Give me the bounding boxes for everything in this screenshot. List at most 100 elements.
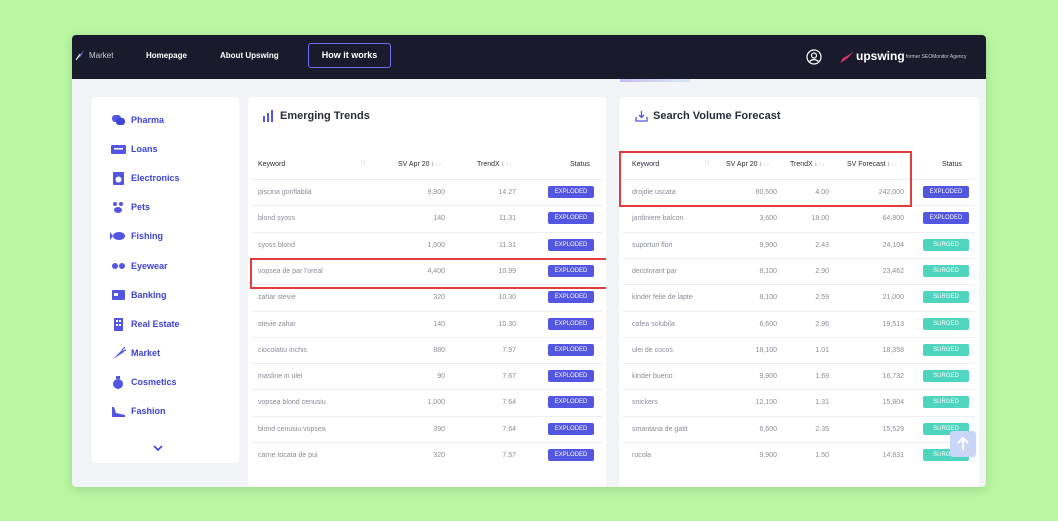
sv-cell: 90 [437,373,445,381]
sidebar-item-fashion[interactable]: Fashion [91,400,239,422]
keyword-cell[interactable]: masline in ulei [258,373,303,381]
table-row[interactable]: rucola 9,900 1.50 14,831 SURGED [623,442,975,468]
header-sv[interactable]: SV Apr 20 ℹ ↑↓ [398,161,442,168]
forecast-cell: 23,462 [882,267,904,275]
table-row[interactable]: syoss blond 1,000 11.31 EXPLODED [252,231,602,258]
chevron-down-icon[interactable] [151,443,165,453]
status-badge: EXPLODED [548,449,594,461]
sidebar-item-banking[interactable]: Banking [91,284,239,306]
forecast-cell: 19,513 [882,320,904,328]
table-row[interactable]: decolorant par 8,100 2.90 23,462 SURGED [623,257,975,284]
keyword-cell[interactable]: blond cenusiu vopsea [258,425,326,433]
header-sv[interactable]: SV Apr 20 ℹ ↑↓ [726,161,770,168]
fish-icon [110,232,125,241]
table-row[interactable]: stevie zahar 140 10.30 EXPLODED [252,310,602,337]
sidebar-item-real-estate[interactable]: Real Estate [91,313,239,335]
table-row[interactable]: cafea solubila 6,600 2.96 19,513 SURGED [623,310,975,337]
keyword-cell[interactable]: rucola [632,452,652,459]
keyword-cell[interactable]: jardiniere balcon [632,215,684,223]
header-forecast[interactable]: SV Forecast ℹ ↑↓ [847,161,898,168]
sidebar-item-pets[interactable]: Pets [91,196,239,218]
sv-cell: 9,900 [759,452,777,459]
keyword-cell[interactable]: cafea solubila [632,320,675,328]
bank-card-icon [112,289,125,300]
scroll-to-top-button[interactable] [950,431,976,457]
table-row[interactable]: blond syoss 140 11.31 EXPLODED [252,205,602,231]
keyword-cell[interactable]: kinder felie de lapte [632,294,693,302]
sidebar-item-label: Fashion [131,406,166,416]
sidebar-item-pharma[interactable]: Pharma [91,109,239,131]
table-row[interactable]: carne tocata de pui 320 7.57 EXPLODED [252,442,602,468]
sv-cell: 320 [433,294,445,302]
keyword-cell[interactable]: snickers [632,399,658,407]
trendx-cell: 7.67 [502,373,516,381]
keyword-cell[interactable]: smantana de gatit [632,425,688,433]
table-row[interactable]: zahar stevie 320 10.30 EXPLODED [252,284,602,310]
status-badge: EXPLODED [548,186,594,198]
keyword-cell[interactable]: drojdie uscata [632,189,676,196]
header-trendx[interactable]: TrendX ℹ ↑↓ [477,161,512,168]
header-keyword[interactable]: Keyword [258,161,286,168]
panel-title: Emerging Trends [280,110,370,122]
trendx-cell: 1.69 [815,373,829,381]
user-icon[interactable] [806,49,822,65]
keyword-cell[interactable]: vopsea blond cenusiu [258,399,326,407]
sidebar-item-electronics[interactable]: Electronics [91,167,239,189]
forecast-cell: 18,358 [882,346,904,354]
table-row[interactable]: drojdie uscata 60,500 4.00 242,000 EXPLODED [623,179,975,205]
keyword-cell[interactable]: carne tocata de pui [258,452,318,459]
how-it-works-button[interactable]: How it works [308,43,391,68]
keyword-cell[interactable]: ulei de cocos [632,346,673,354]
keyword-cell[interactable]: piscina gonflabila [258,189,312,196]
sidebar-item-loans[interactable]: Loans [91,138,239,160]
table-row[interactable]: suporturi flori 9,900 2.43 24,104 SURGED [623,231,975,258]
status-badge: SURGED [923,396,969,409]
keyword-cell[interactable]: zahar stevie [258,294,296,302]
header-keyword[interactable]: Keyword [632,161,660,168]
sidebar-item-cosmetics[interactable]: Cosmetics [91,371,239,393]
header-status[interactable]: Status [570,161,590,168]
status-badge: EXPLODED [548,238,594,251]
header-trendx[interactable]: TrendX ℹ ↑↓ [790,161,825,168]
status-badge: SURGED [923,343,969,356]
table-row[interactable]: kinder felie de lapte 8,100 2.59 21,000 SURG… [623,284,975,310]
table-row[interactable]: vopsea blond cenusiu 1,000 7.64 EXPLODED [252,389,602,415]
table-row[interactable]: kinder bueno 9,900 1.69 16,732 SURGED [623,363,975,389]
keyword-cell[interactable]: suporturi flori [632,241,673,249]
keyword-cell[interactable]: kinder bueno [632,373,673,381]
sidebar-item-fishing[interactable]: Fishing [91,225,239,247]
status-badge: SURGED [923,238,969,251]
glasses-icon [112,262,125,269]
breadcrumb[interactable]: Market [89,51,114,60]
sort-icon[interactable]: ↑↓ [704,160,710,166]
highlight-box [619,151,912,207]
table-row[interactable]: blond cenusiu vopsea 390 7.64 EXPLODED [252,415,602,442]
keyword-cell[interactable]: blond syoss [258,215,295,223]
table-row[interactable]: snickers 12,100 1.31 15,804 SURGED [623,389,975,415]
keyword-cell[interactable]: syoss blond [258,241,295,249]
sidebar-item-eyewear[interactable]: Eyewear [91,255,239,277]
keyword-cell[interactable]: stevie zahar [258,320,296,328]
sort-icon[interactable]: ↑↓ [360,160,366,166]
table-row[interactable]: jardiniere balcon 3,600 18.00 64,800 EXPLODE… [623,205,975,231]
table-row[interactable]: masline in ulei 90 7.67 EXPLODED [252,363,602,389]
table-row[interactable]: piscina gonflabila 9,900 14.27 EXPLODED [252,179,602,205]
keyword-cell[interactable]: vopsea de par l'oreal [258,267,323,275]
sv-cell: 1,000 [427,241,445,249]
table-row[interactable]: smantana de gatit 6,600 2.35 15,529 SURGED [623,415,975,442]
brand-name[interactable]: upswing [856,49,905,63]
app-window: Market Homepage About Upswing How it wor… [72,35,986,487]
table-row[interactable]: ciocolatiu inchis 880 7.97 EXPLODED [252,336,602,363]
header-status[interactable]: Status [942,161,962,168]
sidebar-item-label: Pets [131,202,151,213]
table-row[interactable]: ulei de cocos 18,100 1.01 18,358 SURGED [623,336,975,363]
keyword-cell[interactable]: decolorant par [632,267,677,275]
sidebar-item-market[interactable]: Market [91,342,239,364]
status-badge: EXPLODED [923,212,969,225]
homepage-link[interactable]: Homepage [146,51,187,60]
status-badge: EXPLODED [548,343,594,356]
money-icon [111,145,126,155]
trendx-cell: 11.31 [499,215,516,223]
keyword-cell[interactable]: ciocolatiu inchis [258,346,308,354]
about-link[interactable]: About Upswing [220,51,279,60]
